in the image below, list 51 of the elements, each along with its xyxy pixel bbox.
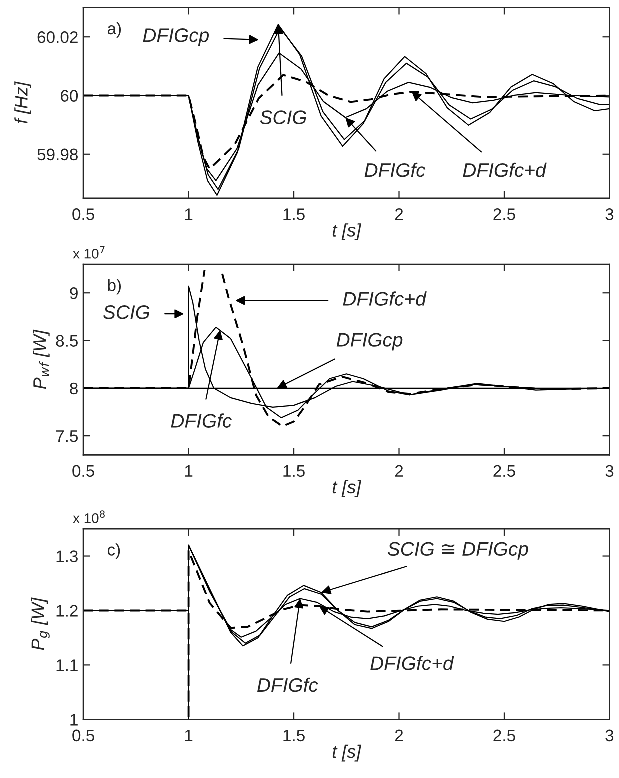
y-tick-label: 1.1 (56, 660, 78, 672)
x-tick-label: 2 (395, 465, 404, 477)
y-axis-title: f [Hz] (14, 82, 32, 124)
x-tick-label: 3 (606, 465, 614, 478)
y-tick-label: 1 (70, 714, 78, 726)
x-tick-label: 2.5 (494, 208, 516, 220)
x-axis-title: t [s] (332, 224, 362, 240)
annotation: DFIGfc (171, 414, 232, 428)
text: x 10$^{7}$ (73, 246, 105, 259)
annotation: SCIG (103, 306, 150, 320)
x-tick-label: 2.5 (494, 465, 516, 478)
y-tick-label: 7.5 (56, 430, 78, 442)
x-tick-label: 1.5 (284, 465, 305, 478)
annotation: DFIGfc+d (343, 292, 427, 306)
x-tick-label: 2 (395, 730, 404, 742)
x-tick-label: 0.5 (72, 208, 94, 220)
y-tick-label: 60.02 (38, 32, 78, 44)
annotation: DFIGcp (143, 28, 210, 46)
annotation: DFIGfc (364, 162, 426, 178)
x-tick-label: 2 (395, 208, 404, 220)
y-tick-label: 1.2 (56, 605, 78, 617)
annotation: c) (108, 544, 120, 560)
y-tick-label: 8 (70, 382, 78, 395)
x-tick-label: 2.5 (494, 730, 516, 742)
annotation: DFIGfc+d (370, 656, 454, 670)
x-tick-label: 0.5 (72, 730, 94, 742)
annotation: SCIG ≅ DFIGcp (388, 542, 528, 560)
y-tick-label: 60 (61, 90, 78, 102)
annotation: SCIG (260, 110, 306, 124)
x-tick-label: 0.5 (72, 465, 94, 478)
x-tick-label: 1 (185, 208, 193, 220)
annotation: b) (108, 279, 122, 295)
x-axis-title: t [s] (332, 744, 362, 762)
x-axis-title: t [s] (332, 480, 362, 498)
x-tick-label: 1 (185, 465, 193, 477)
text: x 10$^{8}$ (73, 510, 105, 524)
annotation: DFIGcp (336, 333, 403, 351)
x-tick-label: 1 (185, 730, 193, 742)
x-tick-label: 3 (606, 730, 614, 742)
y-tick-label: 8.5 (56, 335, 78, 347)
y-tick-label: 59.98 (38, 148, 78, 161)
y-axis-title: P$_{wf}$ [W] (33, 330, 50, 390)
y-tick-label: 1.3 (56, 550, 78, 562)
annotation: a) (108, 22, 122, 38)
annotation: DFIGfc+d (463, 162, 547, 178)
annotation: DFIGfc (258, 678, 318, 692)
y-tick-label: 9 (70, 288, 78, 300)
x-tick-label: 1.5 (284, 730, 305, 742)
x-tick-label: 1.5 (284, 208, 305, 220)
y-axis-title: P$_{g}$ [W] (31, 598, 50, 650)
x-tick-label: 3 (606, 208, 614, 220)
